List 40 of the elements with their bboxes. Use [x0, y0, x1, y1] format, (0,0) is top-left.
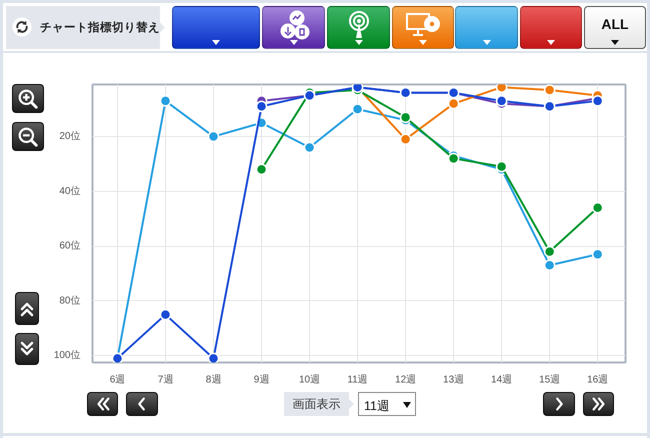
x-tick-label: 13週: [443, 374, 464, 386]
x-tick-label: 9週: [254, 374, 270, 386]
x-tick-label: 12週: [395, 374, 416, 386]
y-tick-label: 40位: [59, 184, 80, 197]
x-tick-label: 16週: [587, 374, 608, 386]
point: [544, 246, 556, 258]
control-week-select: 11週: [358, 392, 416, 416]
x-tick-label: 14週: [491, 374, 512, 386]
point: [448, 152, 460, 164]
y-tick-label: 60位: [59, 240, 80, 252]
point: [256, 164, 268, 176]
point: [208, 352, 220, 362]
control-chart-switch-label: チャート指標切り替え: [6, 6, 165, 49]
button-all: ALL: [584, 6, 646, 49]
point: [400, 112, 412, 124]
x-tick-label: 11週: [347, 374, 368, 386]
point: [496, 95, 508, 107]
point: [592, 95, 604, 107]
y-tick-label: 20位: [59, 130, 80, 142]
y-tick-label: 80位: [59, 294, 80, 306]
x-tick-label: 15週: [539, 374, 560, 386]
point: [448, 98, 460, 110]
x-tick-label: 10週: [298, 374, 320, 386]
x-tick-label: 8週: [206, 374, 222, 386]
point: [208, 130, 220, 142]
point: [496, 160, 508, 172]
point: [160, 95, 172, 107]
point: [592, 248, 604, 260]
control-display-label: 画面表示: [284, 392, 354, 416]
point: [256, 100, 268, 112]
point: [160, 308, 172, 320]
x-tick-label: 6週: [110, 374, 126, 386]
point: [352, 103, 364, 115]
point: [544, 260, 556, 272]
point: [400, 134, 412, 146]
point: [592, 202, 604, 214]
x-tick-label: 7週: [158, 374, 174, 386]
y-tick-label: 100位: [54, 349, 81, 362]
point: [544, 84, 556, 96]
point: [304, 142, 316, 154]
